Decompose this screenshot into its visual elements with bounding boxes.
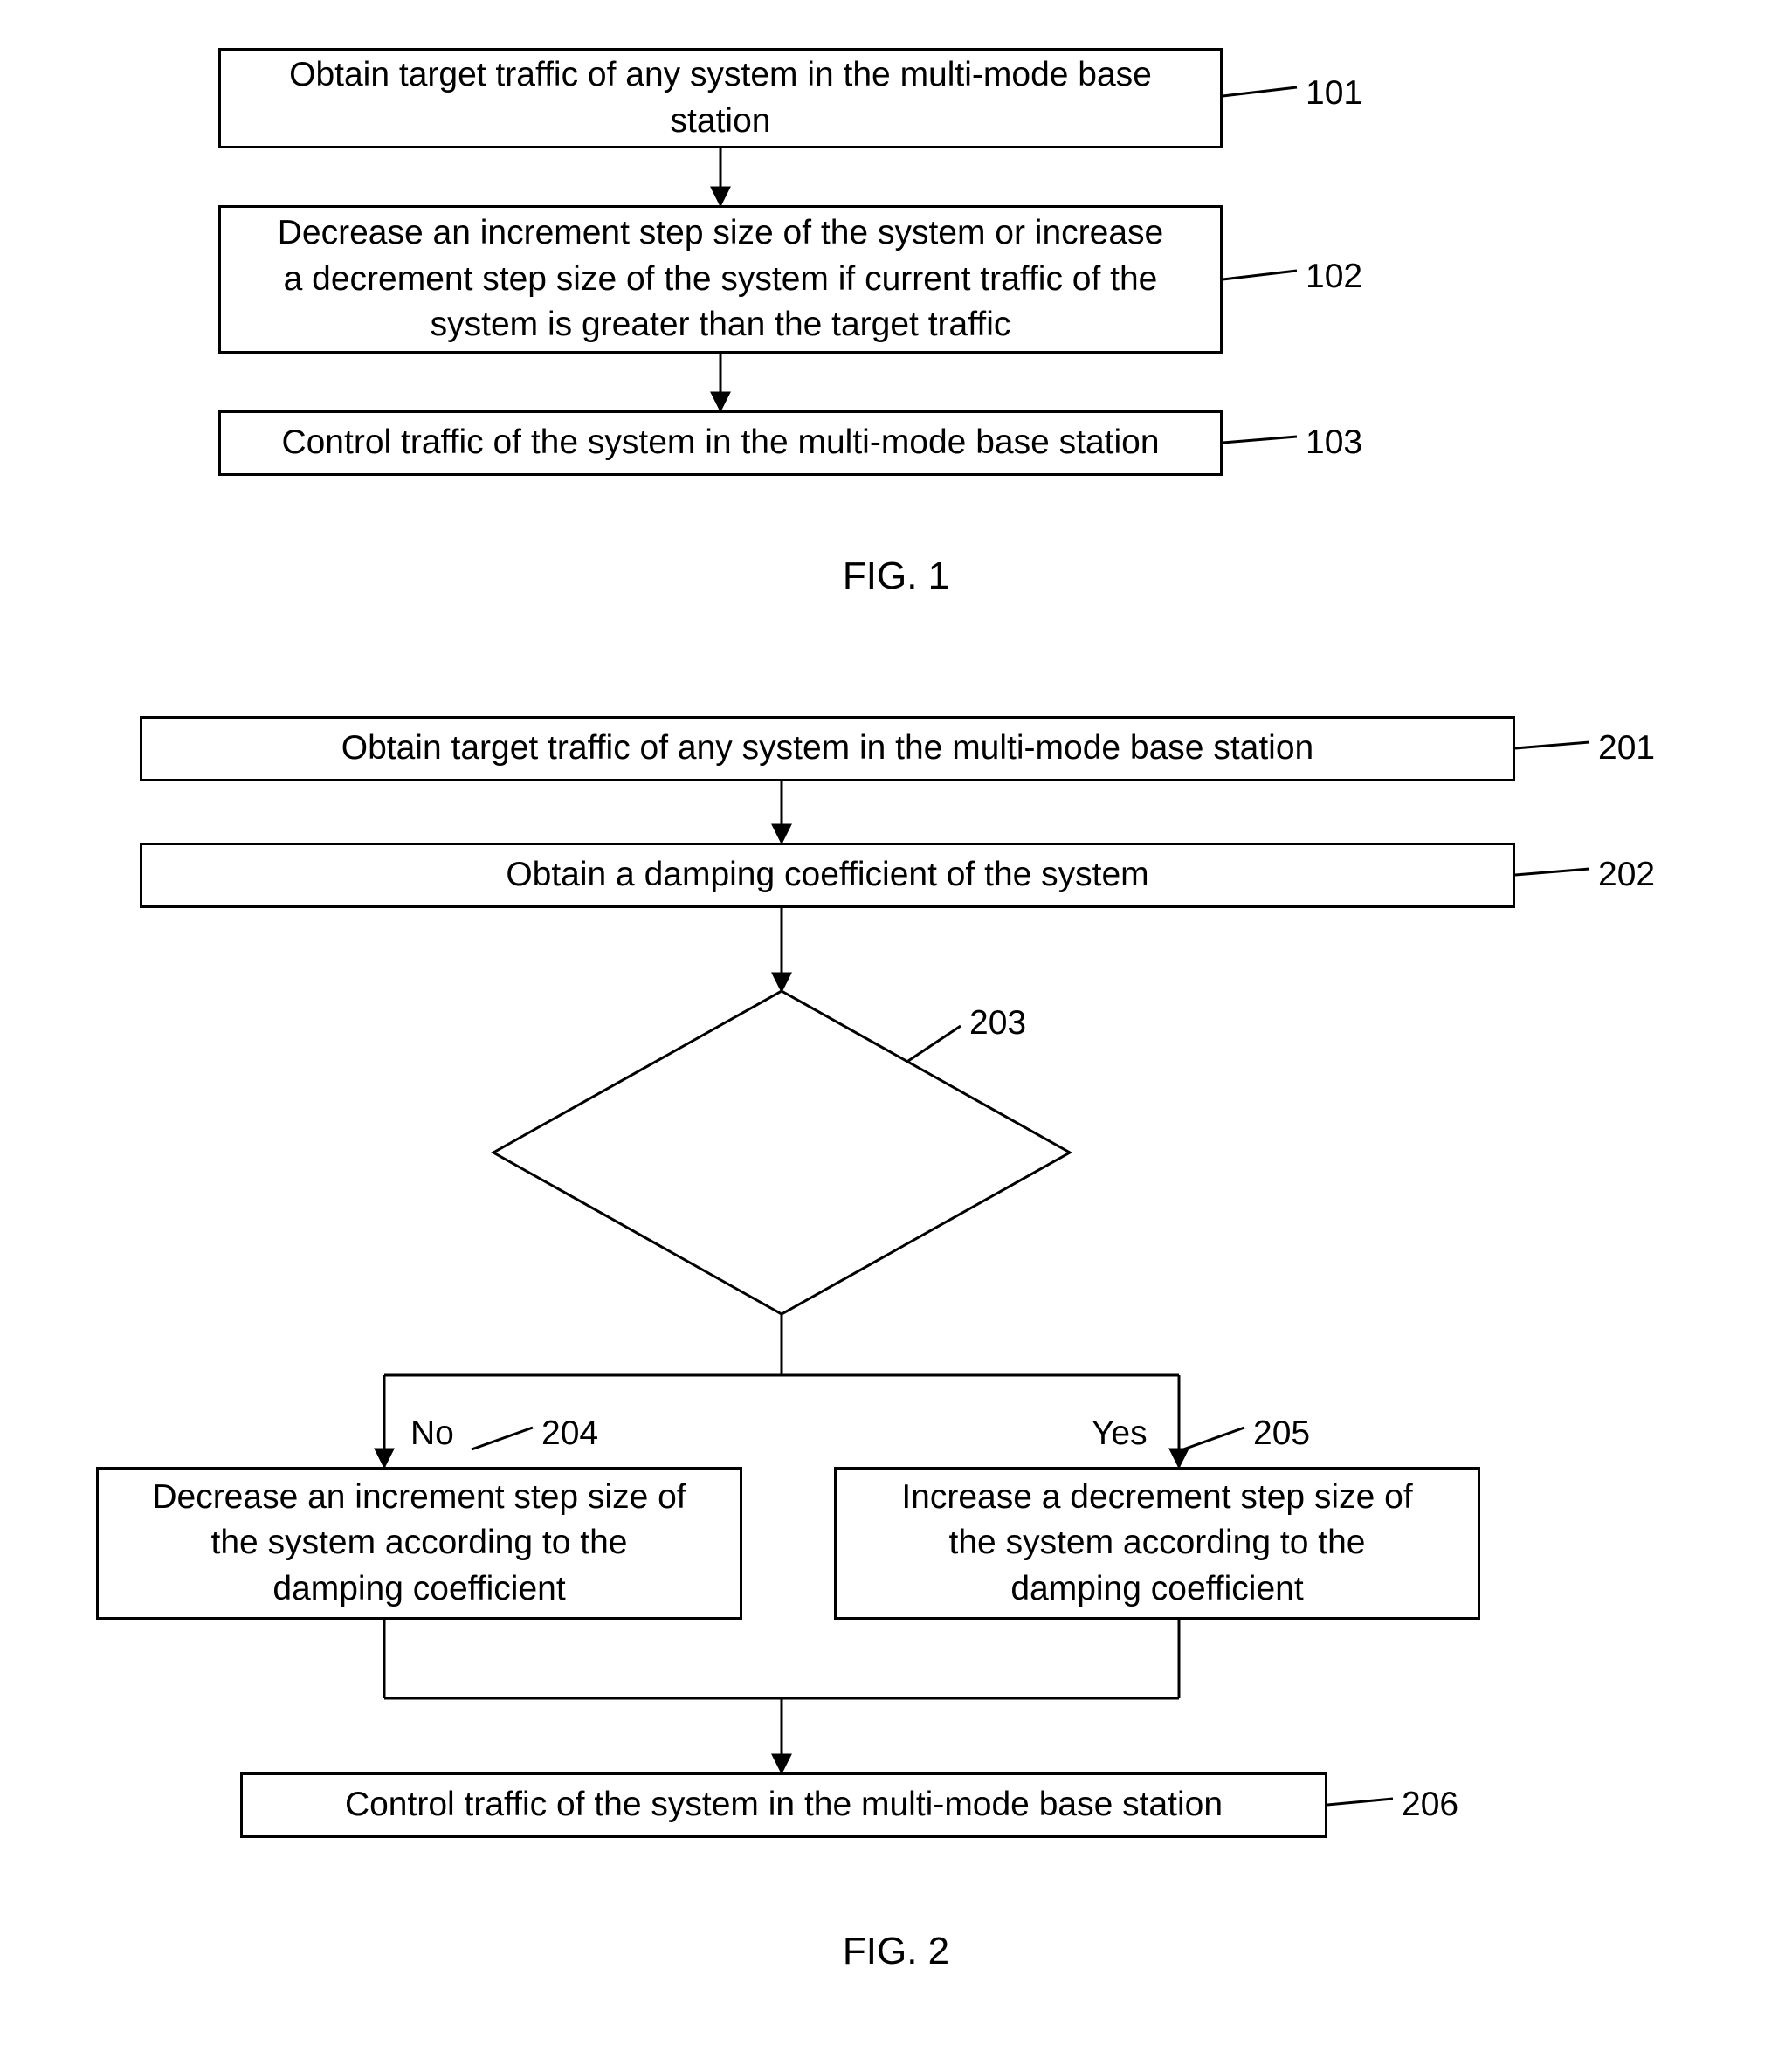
fig2-callout-203: 203	[969, 1004, 1026, 1043]
fig2-box-206-text: Control traffic of the system in the mul…	[345, 1782, 1223, 1828]
fig2-callout-206: 206	[1402, 1786, 1458, 1824]
fig1-callout-101: 101	[1306, 74, 1362, 113]
fig1-box-102-text: Decrease an increment step size of the s…	[278, 210, 1163, 348]
fig2-box-205: Increase a decrement step size ofthe sys…	[834, 1467, 1480, 1620]
fig2-no-label: No	[410, 1415, 454, 1453]
fig2-box-205-text: Increase a decrement step size ofthe sys…	[901, 1475, 1412, 1613]
fig2-box-201-text: Obtain target traffic of any system in t…	[341, 726, 1313, 772]
fig2-callout-204: 204	[541, 1415, 598, 1453]
fig1-box-101-text: Obtain target traffic of any system in t…	[289, 52, 1152, 144]
fig2-decision-text: Judgewhether bandwidthof the system isco…	[642, 1057, 921, 1277]
fig1-box-102: Decrease an increment step size of the s…	[218, 205, 1223, 354]
fig1-callout-103: 103	[1306, 423, 1362, 462]
fig2-box-201: Obtain target traffic of any system in t…	[140, 716, 1515, 781]
fig2-box-202-text: Obtain a damping coefficient of the syst…	[506, 852, 1148, 898]
fig2-box-206: Control traffic of the system in the mul…	[240, 1772, 1327, 1838]
fig2-callout-202: 202	[1598, 856, 1655, 894]
fig2-callout-205: 205	[1253, 1415, 1310, 1453]
fig2-box-204: Decrease an increment step size ofthe sy…	[96, 1467, 742, 1620]
fig1-box-103-text: Control traffic of the system in the mul…	[281, 420, 1159, 466]
fig2-box-204-text: Decrease an increment step size ofthe sy…	[152, 1475, 686, 1613]
fig1-box-101: Obtain target traffic of any system in t…	[218, 48, 1223, 148]
fig2-yes-label: Yes	[1092, 1415, 1148, 1453]
fig1-box-103: Control traffic of the system in the mul…	[218, 410, 1223, 476]
fig2-box-202: Obtain a damping coefficient of the syst…	[140, 843, 1515, 908]
fig2-callout-201: 201	[1598, 729, 1655, 767]
fig1-callout-102: 102	[1306, 258, 1362, 296]
fig2-title: FIG. 2	[0, 1930, 1792, 1973]
fig1-title: FIG. 1	[0, 554, 1792, 598]
